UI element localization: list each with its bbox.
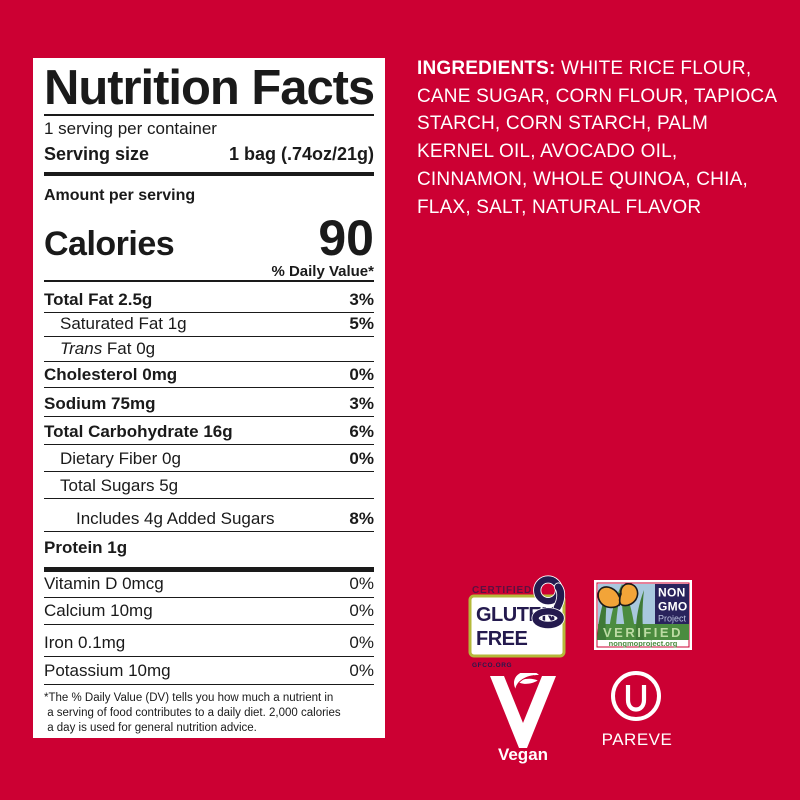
svg-text:GMO: GMO [658, 600, 688, 614]
svg-text:Project: Project [658, 614, 687, 624]
svg-text:nongmoproject.org: nongmoproject.org [609, 639, 678, 648]
svg-text:CERTIFIED: CERTIFIED [472, 585, 532, 596]
svg-text:NON: NON [658, 586, 686, 600]
svg-text:VERIFIED: VERIFIED [603, 625, 683, 640]
svg-text:FREE: FREE [476, 628, 528, 650]
svg-text:GFCO.ORG: GFCO.ORG [472, 662, 512, 669]
